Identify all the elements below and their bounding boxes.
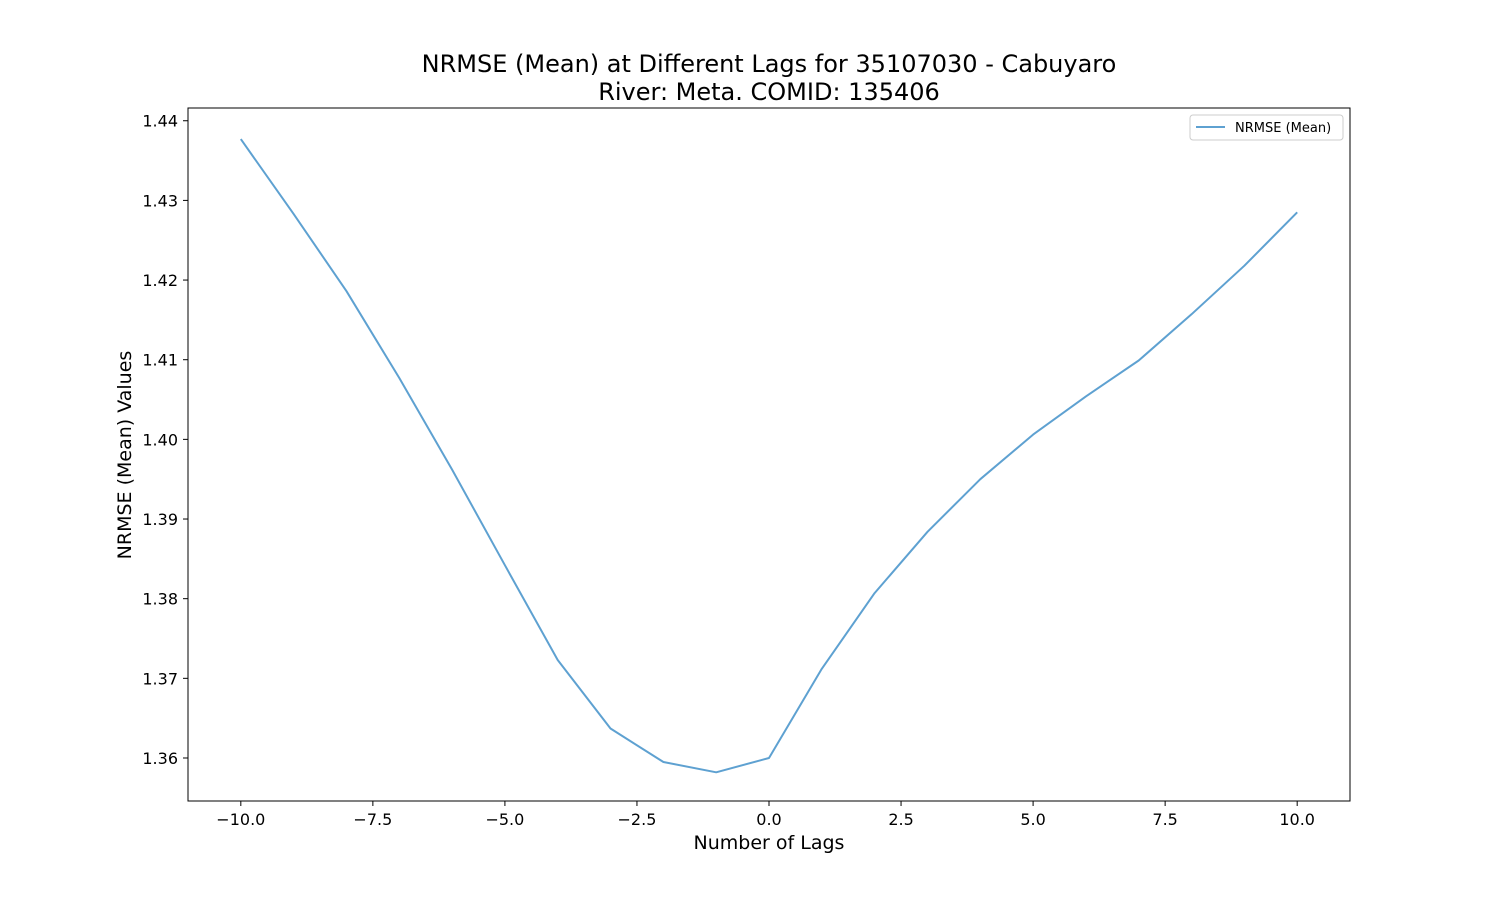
- legend-box: [1189, 114, 1344, 141]
- y-tick-label: 1.42: [142, 271, 178, 290]
- plot-area-frame: [187, 107, 1351, 802]
- legend-label-nrmse-mean: NRMSE (Mean): [1235, 121, 1331, 136]
- x-tick-label: 2.5: [888, 810, 913, 829]
- x-tick-label: 0.0: [756, 810, 781, 829]
- y-axis-ticks: 1.36 1.37 1.38 1.39 1.40 1.41 1.42 1.43 1.44: [142, 112, 188, 768]
- x-tick-label: 5.0: [1020, 810, 1045, 829]
- y-tick-label: 1.41: [142, 351, 178, 370]
- x-tick-label: −2.5: [618, 810, 657, 829]
- x-axis-ticks: −10.0 −7.5 −5.0 −2.5 0.0 2.5 5.0 7.5 10.0: [216, 801, 1315, 829]
- y-tick-label: 1.44: [142, 112, 178, 131]
- series-line-nrmse-mean: [239, 138, 1298, 774]
- y-tick-label: 1.36: [142, 749, 178, 768]
- chart-title-line-1: NRMSE (Mean) at Different Lags for 35107…: [422, 50, 1117, 78]
- y-tick-label: 1.40: [142, 430, 178, 449]
- x-tick-label: −7.5: [353, 810, 392, 829]
- y-tick-label: 1.43: [142, 191, 178, 210]
- x-tick-label: −10.0: [216, 810, 265, 829]
- y-axis-label: NRMSE (Mean) Values: [114, 351, 136, 560]
- y-tick-label: 1.38: [142, 590, 178, 609]
- legend: NRMSE (Mean): [1189, 114, 1344, 141]
- x-axis-label: Number of Lags: [694, 832, 845, 854]
- y-tick-label: 1.37: [142, 669, 178, 688]
- y-tick-label: 1.39: [142, 510, 178, 529]
- x-tick-label: 7.5: [1152, 810, 1177, 829]
- chart-title-line-2: River: Meta. COMID: 135406: [598, 78, 940, 106]
- x-tick-label: 10.0: [1279, 810, 1315, 829]
- x-tick-label: −5.0: [485, 810, 524, 829]
